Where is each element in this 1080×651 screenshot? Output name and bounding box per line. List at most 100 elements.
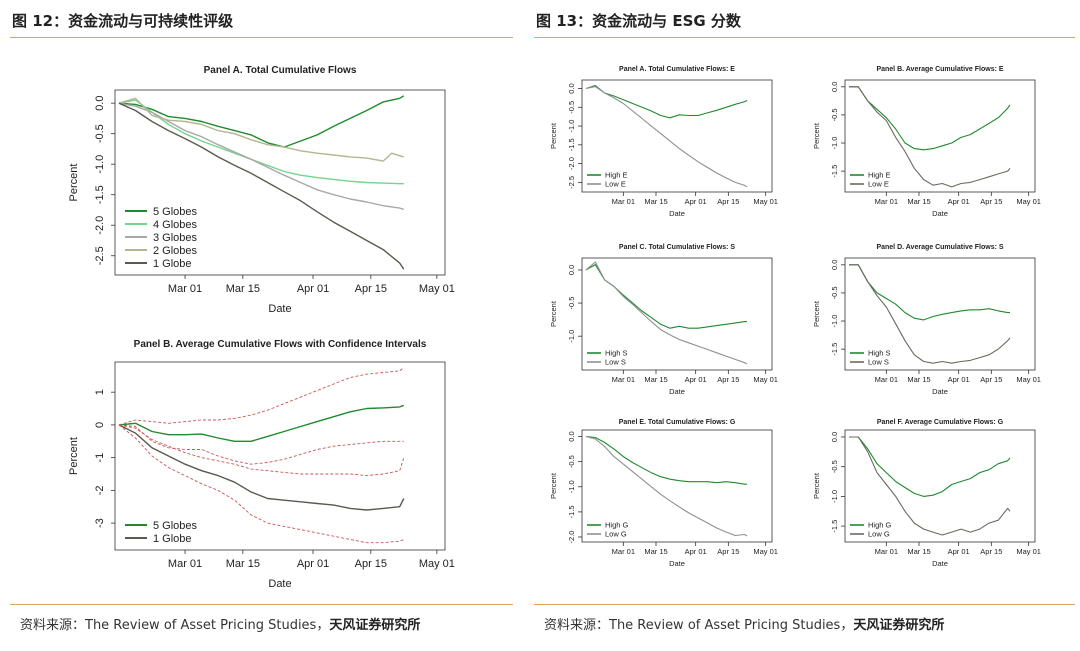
chart-fig12b: Panel B. Average Cumulative Flows with C…	[68, 339, 455, 590]
figure-13-source: 资料来源：The Review of Asset Pricing Studies…	[544, 614, 944, 633]
x-tick-label: Apr 15	[355, 283, 387, 295]
y-tick-label: -1.5	[567, 138, 576, 151]
legend-label: 1 Globe	[153, 258, 192, 270]
series-line	[585, 261, 748, 365]
chart-title: Panel C. Total Cumulative Flows: S	[619, 244, 735, 251]
y-axis-label: Percent	[68, 437, 80, 475]
x-tick-label: Apr 01	[948, 197, 970, 206]
y-axis-label: Percent	[549, 300, 558, 327]
x-tick-label: Mar 15	[644, 375, 667, 384]
y-tick-label: -2.0	[567, 157, 576, 170]
y-tick-label: -2.0	[94, 216, 106, 235]
chart-title: Panel B. Average Cumulative Flows with C…	[134, 339, 427, 350]
y-axis-label: Percent	[549, 122, 558, 149]
y-tick-label: 0.0	[94, 96, 106, 111]
x-tick-label: Mar 15	[907, 375, 930, 384]
legend-label: High S	[605, 349, 628, 358]
x-tick-label: Apr 01	[297, 283, 329, 295]
x-axis-label: Date	[669, 387, 685, 396]
legend-label: 4 Globes	[153, 219, 198, 231]
x-tick-label: Mar 01	[168, 283, 202, 295]
series-line	[849, 436, 1011, 497]
plot-frame	[844, 257, 1036, 371]
y-axis-label: Percent	[812, 300, 821, 327]
x-tick-label: Apr 01	[685, 197, 707, 206]
y-tick-label: -1.5	[94, 185, 106, 204]
y-tick-label: -0.5	[830, 460, 839, 473]
x-tick-label: Apr 15	[355, 558, 387, 570]
series-line	[585, 435, 747, 485]
y-tick-label: -3	[94, 518, 106, 528]
figure-12-source-suffix: 天风证券研究所	[329, 618, 421, 633]
y-tick-label: -2.5	[94, 246, 106, 265]
y-tick-label: -1.0	[94, 155, 106, 174]
y-tick-label: -1.5	[830, 165, 839, 178]
legend-label: Low G	[605, 530, 627, 539]
chart-title: Panel F. Average Cumulative Flows: G	[877, 419, 1004, 426]
series-line	[849, 436, 1011, 536]
chart-title: Panel A. Total Cumulative Flows	[204, 65, 357, 76]
figure-12-top-rule	[10, 37, 513, 38]
legend-label: 5 Globes	[153, 206, 198, 218]
series-line	[849, 86, 1011, 151]
legend-label: High S	[868, 349, 891, 358]
x-tick-label: May 01	[1016, 547, 1041, 556]
x-tick-label: Apr 01	[685, 547, 707, 556]
legend-label: High E	[605, 171, 628, 180]
y-tick-label: 1	[94, 389, 106, 395]
chart-title: Panel D. Average Cumulative Flows: S	[876, 244, 1003, 251]
x-tick-label: Apr 01	[948, 547, 970, 556]
y-axis-label: Percent	[68, 164, 80, 202]
x-tick-label: Mar 15	[226, 283, 260, 295]
y-tick-label: -1	[94, 453, 106, 463]
x-axis-label: Date	[268, 303, 291, 315]
plot-frame	[114, 89, 446, 276]
y-tick-label: -1.0	[830, 137, 839, 150]
figure-12-title: 图 12：资金流动与可持续性评级	[12, 12, 234, 30]
y-axis-label: Percent	[812, 472, 821, 499]
figure-12-bottom-rule	[10, 604, 513, 605]
y-tick-label: -1.0	[830, 315, 839, 328]
y-tick-label: -0.5	[567, 297, 576, 310]
y-tick-label: -0.5	[567, 455, 576, 468]
series-line	[118, 367, 405, 426]
x-tick-label: May 01	[1016, 197, 1041, 206]
x-tick-label: Apr 15	[717, 197, 739, 206]
chart-fig13a: Panel A. Total Cumulative Flows: E Mar 01…	[549, 66, 778, 218]
series-line	[585, 84, 748, 119]
figure-13-title: 图 13：资金流动与 ESG 分数	[536, 12, 741, 30]
x-tick-label: Mar 15	[907, 197, 930, 206]
series-line	[118, 424, 405, 511]
series-line	[118, 102, 405, 211]
legend-label: Low S	[868, 358, 889, 367]
x-tick-label: Mar 01	[875, 197, 898, 206]
y-tick-label: -0.5	[94, 124, 106, 143]
series-line	[118, 424, 404, 465]
legend-label: High G	[605, 521, 629, 530]
figure-13-bottom-rule	[534, 604, 1075, 605]
legend-label: High E	[868, 171, 891, 180]
x-tick-label: Mar 01	[612, 197, 635, 206]
series-line	[585, 86, 748, 188]
series-line	[118, 97, 405, 162]
x-tick-label: Apr 15	[717, 375, 739, 384]
series-line	[849, 264, 1011, 364]
series-line	[118, 424, 404, 544]
chart-fig12a: Panel A. Total Cumulative Flows Mar 01 Mar…	[68, 65, 455, 315]
y-axis-label: Percent	[812, 122, 821, 149]
y-tick-label: -1.0	[567, 330, 576, 343]
figure-13-source-prefix: 资料来源：The Review of Asset Pricing Studies…	[544, 618, 854, 633]
y-tick-label: -1.5	[830, 343, 839, 356]
x-tick-label: Apr 15	[980, 197, 1002, 206]
y-tick-label: 0.0	[830, 82, 839, 92]
legend-label: Low E	[868, 180, 889, 189]
y-tick-label: 0.0	[567, 431, 576, 441]
legend-label: Low E	[605, 180, 626, 189]
y-tick-label: 0.0	[567, 265, 576, 275]
x-axis-label: Date	[669, 209, 685, 218]
series-line	[118, 99, 404, 185]
chart-title: Panel E. Total Cumulative Flows: G	[619, 419, 736, 426]
chart-title: Panel A. Total Cumulative Flows: E	[619, 66, 735, 73]
x-tick-label: Apr 01	[297, 558, 329, 570]
x-tick-label: Apr 15	[980, 375, 1002, 384]
